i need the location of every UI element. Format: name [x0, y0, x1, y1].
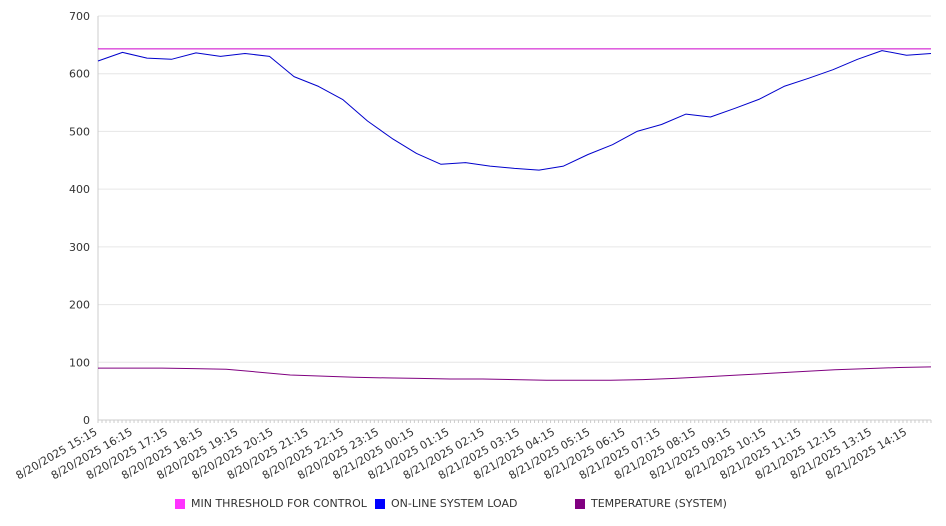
y-tick-label: 300 [69, 241, 90, 254]
legend-label-system-load: ON-LINE SYSTEM LOAD [391, 497, 518, 510]
legend-item-system-load[interactable]: ON-LINE SYSTEM LOAD [375, 497, 517, 510]
y-tick-label: 400 [69, 183, 90, 196]
axes [97, 16, 931, 421]
legend-swatch-temperature [575, 498, 585, 509]
legend-label-min-threshold: MIN THRESHOLD FOR CONTROL [191, 497, 367, 510]
y-tick-label: 0 [83, 414, 90, 427]
y-tick-label: 100 [69, 356, 90, 369]
x-axis-ticks: 8/20/2025 15:158/20/2025 16:158/20/2025 … [14, 420, 932, 482]
y-tick-label: 600 [69, 68, 90, 81]
legend-label-temperature: TEMPERATURE (SYSTEM) [591, 497, 727, 510]
series-lines [97, 48, 932, 381]
series-line-temperature [98, 366, 932, 381]
legend-item-temperature[interactable]: TEMPERATURE (SYSTEM) [575, 497, 727, 510]
legend: MIN THRESHOLD FOR CONTROL ON-LINE SYSTEM… [0, 497, 946, 515]
grid-lines [98, 15, 931, 363]
legend-item-min-threshold[interactable]: MIN THRESHOLD FOR CONTROL [175, 497, 367, 510]
series-line-system-load [97, 50, 932, 171]
y-tick-label: 700 [69, 10, 90, 23]
y-tick-label: 500 [69, 125, 90, 138]
y-axis-ticks: 0 100 200 300 400 500 600 700 [69, 10, 90, 427]
legend-swatch-system-load [375, 498, 385, 509]
y-tick-label: 200 [69, 299, 90, 312]
legend-swatch-min-threshold [175, 498, 185, 509]
